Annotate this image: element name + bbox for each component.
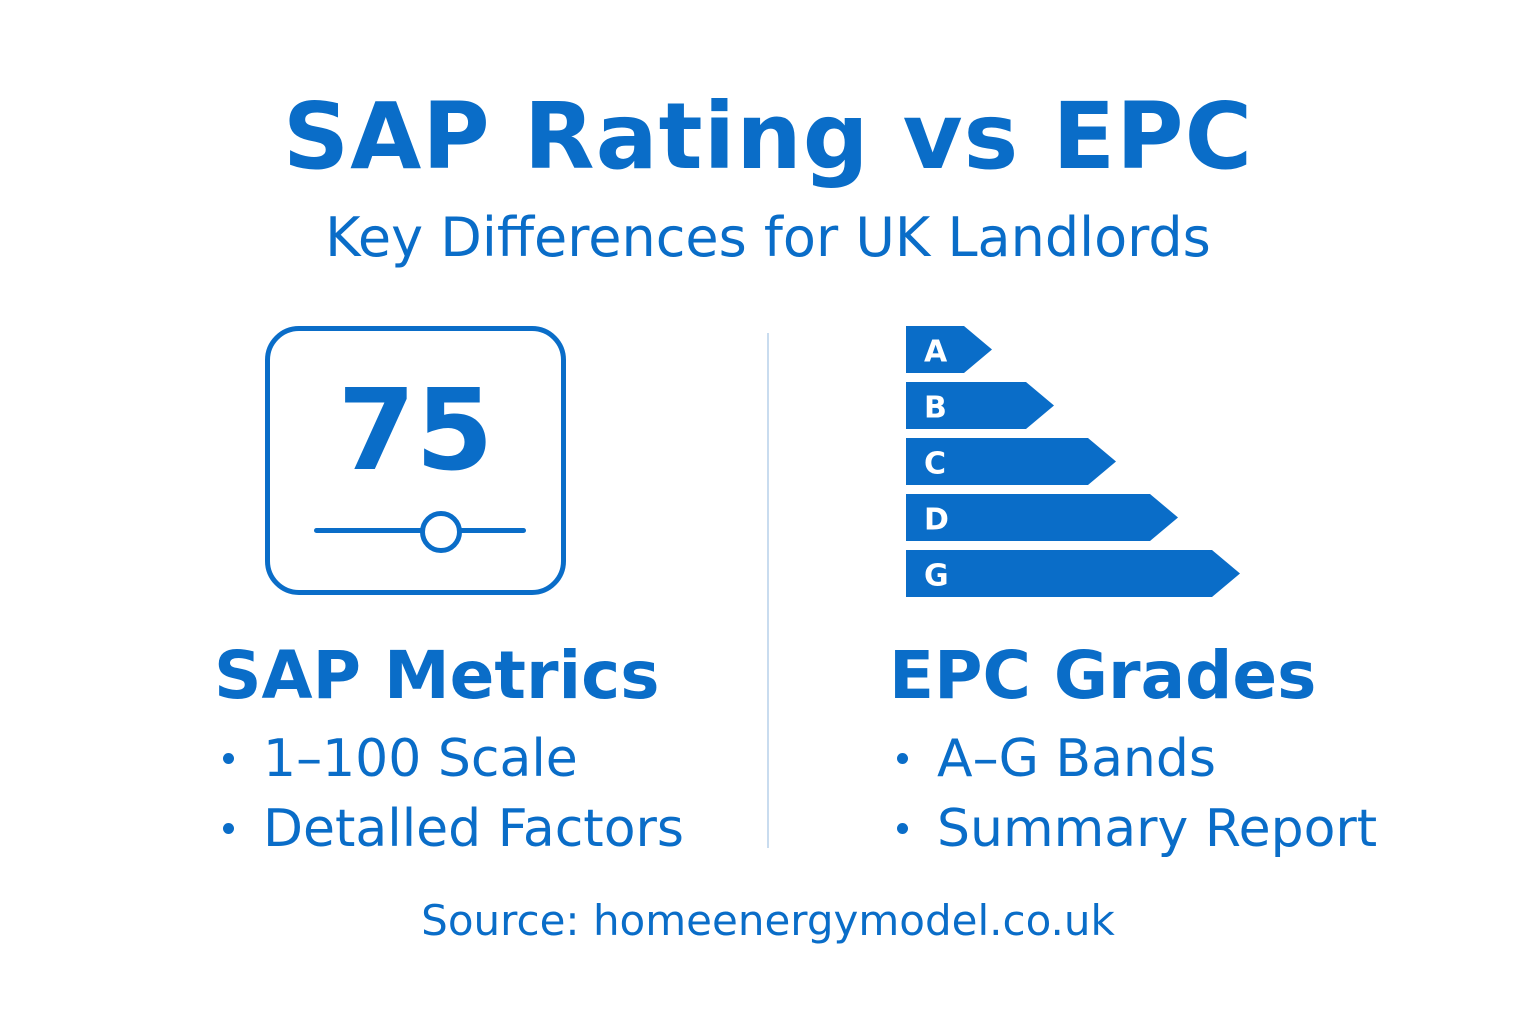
epc-band-label: B (924, 391, 947, 426)
sap-bullet-text: Detalled Factors (263, 799, 684, 859)
column-divider (767, 333, 769, 848)
sap-bullet-list: 1–100 Scale Detalled Factors (223, 724, 684, 864)
epc-band-d (906, 494, 1178, 541)
list-item: 1–100 Scale (223, 724, 684, 794)
list-item: A–G Bands (897, 724, 1377, 794)
epc-band-label: G (924, 559, 949, 594)
source-prefix: Source: (421, 896, 580, 945)
sap-rating-value: 75 (337, 366, 494, 496)
epc-bullet-text: A–G Bands (937, 729, 1216, 789)
source-line: Source: homeenergymodel.co.uk (0, 894, 1536, 948)
sap-rating-card: 75 (265, 326, 566, 595)
epc-heading: EPC Grades (889, 637, 1317, 714)
epc-bullet-text: Summary Report (937, 799, 1378, 859)
epc-bullet-list: A–G Bands Summary Report (897, 724, 1377, 864)
bullet-dot-icon (223, 823, 234, 834)
epc-band-label: D (924, 503, 949, 538)
list-item: Summary Report (897, 794, 1377, 864)
epc-band-c (906, 438, 1116, 485)
bullet-dot-icon (223, 753, 234, 764)
sap-bullet-text: 1–100 Scale (263, 729, 578, 789)
page-subtitle: Key Differences for UK Landlords (325, 206, 1211, 269)
epc-band-label: C (924, 447, 946, 482)
page-title: SAP Rating vs EPC (282, 83, 1254, 190)
epc-band-label: A (924, 335, 948, 370)
bullet-dot-icon (897, 823, 908, 834)
source-site: homeenergymodel.co.uk (592, 896, 1115, 945)
sap-heading: SAP Metrics (214, 637, 660, 714)
list-item: Detalled Factors (223, 794, 684, 864)
sap-slider-knob (420, 511, 463, 553)
epc-band-a (906, 326, 992, 373)
sap-slider-track (314, 528, 526, 533)
epc-band-g (906, 550, 1240, 597)
epc-band-b (906, 382, 1054, 429)
bullet-dot-icon (897, 753, 908, 764)
